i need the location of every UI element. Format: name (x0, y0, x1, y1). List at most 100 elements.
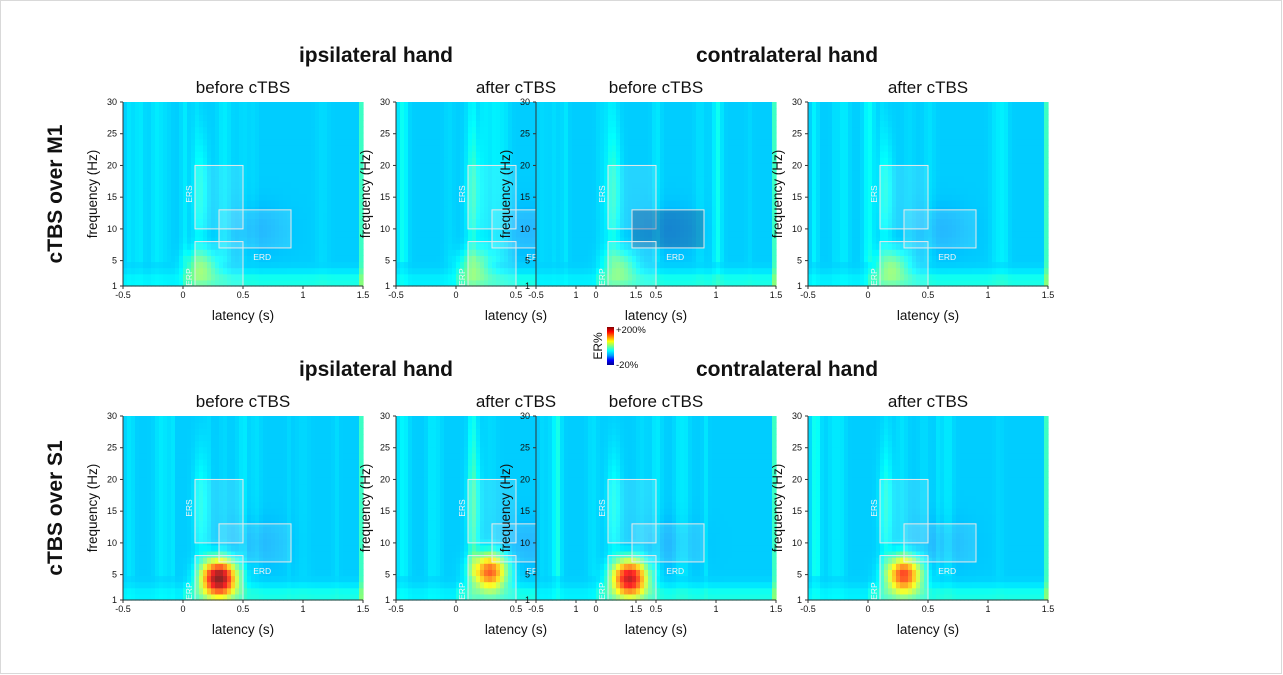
heatmap-cell (243, 120, 248, 128)
heatmap-cell (295, 144, 300, 152)
heatmap-cell (444, 181, 449, 189)
heatmap-cell (508, 181, 513, 189)
heatmap-cell (404, 187, 409, 195)
heatmap-cell (151, 175, 156, 183)
heatmap-cell (444, 249, 449, 256)
heatmap-cell (271, 267, 276, 275)
heatmap-cell (279, 157, 284, 164)
heatmap-cell (323, 224, 328, 232)
heatmap-cell (588, 132, 593, 140)
heatmap-cell (243, 144, 248, 152)
heatmap-cell (564, 169, 569, 177)
heatmap-cell (155, 151, 160, 158)
heatmap-cell (167, 120, 172, 128)
heatmap-cell (283, 163, 288, 171)
x-tick-label: -0.5 (388, 290, 404, 300)
heatmap-cell (319, 194, 324, 201)
heatmap-cell (299, 169, 304, 177)
heatmap-cell (396, 163, 401, 171)
heatmap-cell (151, 138, 156, 146)
heatmap-cell (271, 261, 276, 269)
heatmap-cell (167, 261, 172, 269)
heatmap-cell (215, 108, 220, 115)
heatmap-cell (259, 144, 264, 152)
heatmap-cell (259, 114, 264, 121)
heatmap-cell (436, 212, 441, 220)
heatmap-cell (247, 181, 252, 189)
heatmap-cell (684, 187, 689, 195)
heatmap-cell (568, 126, 573, 134)
heatmap-cell (516, 144, 521, 152)
heatmap-cell (532, 273, 537, 281)
heatmap-cell (608, 144, 613, 152)
heatmap-cell (339, 151, 344, 158)
heatmap-cell (355, 144, 360, 152)
heatmap-cell (592, 126, 597, 134)
heatmap-cell (696, 120, 701, 128)
heatmap-cell (179, 255, 184, 263)
heatmap-cell (700, 200, 705, 207)
heatmap-cell (327, 108, 332, 115)
heatmap-cell (680, 138, 685, 146)
heatmap-cell (167, 132, 172, 140)
heatmap-cell (251, 138, 256, 146)
heatmap-cell (267, 102, 272, 109)
heatmap-cell (544, 267, 549, 275)
heatmap-cell (355, 169, 360, 177)
heatmap-cell (187, 273, 192, 281)
heatmap-cell (191, 114, 196, 121)
heatmap-cell (408, 249, 413, 256)
heatmap-cell (187, 181, 192, 189)
heatmap-cell (440, 120, 445, 128)
heatmap-cell (588, 114, 593, 121)
heatmap-cell (195, 144, 200, 152)
heatmap-cell (456, 206, 461, 213)
heatmap-cell (580, 230, 585, 238)
heatmap-cell (215, 169, 220, 177)
heatmap-cell (131, 169, 136, 177)
heatmap-cell (520, 175, 525, 183)
heatmap-cell (480, 261, 485, 269)
heatmap-cell (335, 138, 340, 146)
heatmap-cell (163, 273, 168, 281)
heatmap-cell (472, 255, 477, 263)
heatmap-cell (528, 138, 533, 146)
heatmap-cell (520, 212, 525, 220)
heatmap-cell (492, 249, 497, 256)
heatmap-cell (588, 126, 593, 134)
heatmap-cell (207, 175, 212, 183)
heatmap-cell (412, 224, 417, 232)
heatmap-cell (243, 194, 248, 201)
heatmap-cell (279, 243, 284, 250)
heatmap-cell (163, 267, 168, 275)
heatmap-cell (436, 194, 441, 201)
heatmap-cell (452, 224, 457, 232)
heatmap-cell (199, 138, 204, 146)
heatmap-cell (704, 120, 709, 128)
heatmap-cell (271, 224, 276, 232)
heatmap-cell (672, 151, 677, 158)
heatmap-cell (299, 218, 304, 226)
x-tick-label: 0.5 (510, 290, 523, 300)
heatmap-cell (404, 218, 409, 226)
heatmap-cell (556, 102, 561, 109)
heatmap-cell (464, 138, 469, 146)
heatmap-cell (315, 126, 320, 134)
heatmap-cell (287, 151, 292, 158)
heatmap-cell (688, 187, 693, 195)
y-axis-label: frequency (Hz) (358, 150, 373, 239)
heatmap-cell (239, 230, 244, 238)
heatmap-cell (468, 249, 473, 256)
heatmap-cell (291, 200, 296, 207)
heatmap-cell (299, 175, 304, 183)
heatmap-cell (708, 249, 713, 256)
heatmap-cell (620, 108, 625, 115)
heatmap-cell (536, 236, 541, 244)
heatmap-cell (251, 108, 256, 115)
heatmap-cell (359, 212, 364, 220)
heatmap-cell (396, 230, 401, 238)
heatmap-cell (456, 243, 461, 250)
heatmap-cell (143, 273, 148, 281)
heatmap-cell (147, 126, 152, 134)
heatmap-cell (612, 151, 617, 158)
